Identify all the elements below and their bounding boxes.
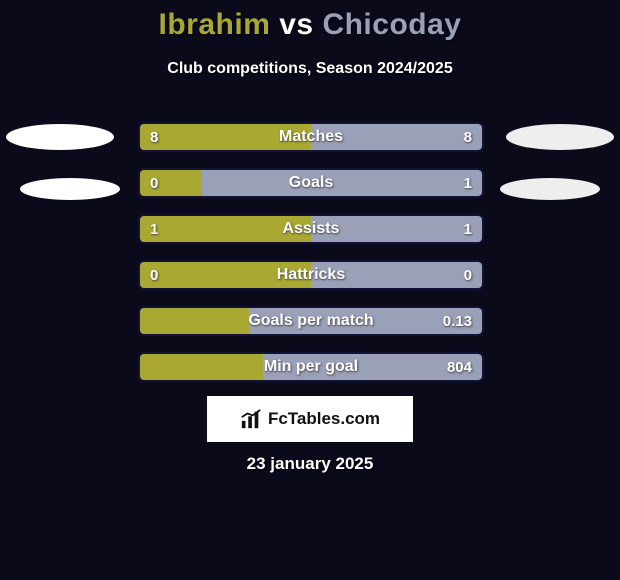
stat-label: Min per goal [140, 354, 482, 380]
comparison-card: Ibrahim vs Chicoday Club competitions, S… [0, 0, 620, 580]
stat-row: Hattricks0 0 [138, 260, 484, 290]
player2-name: Chicoday [322, 8, 461, 41]
player2-marker-1 [506, 124, 614, 150]
stat-label: Hattricks [140, 262, 482, 288]
stat-label: Goals per match [140, 308, 482, 334]
stat-row: Assists1 1 [138, 214, 484, 244]
player1-name: Ibrahim [159, 8, 271, 41]
stat-row: Goals0 1 [138, 168, 484, 198]
stat-label: Assists [140, 216, 482, 242]
stat-value-left: 0 [150, 170, 158, 196]
player1-marker-1 [6, 124, 114, 150]
stat-label: Matches [140, 124, 482, 150]
stat-row: Goals per match0.13 [138, 306, 484, 336]
brand-badge: FcTables.com [207, 396, 413, 442]
vs-label: vs [279, 8, 313, 41]
stat-value-left: 1 [150, 216, 158, 242]
chart-icon [240, 408, 262, 430]
stats-list: Matches88Goals01Assists11Hattricks00Goal… [138, 122, 484, 398]
player2-marker-2 [500, 178, 600, 200]
stat-row: Matches8 8 [138, 122, 484, 152]
stat-value-left: 8 [150, 124, 158, 150]
stat-label: Goals [140, 170, 482, 196]
stat-value-right: 0 [464, 262, 472, 288]
stat-value-right: 1 [464, 170, 472, 196]
stat-value-right: 0.13 [443, 308, 472, 334]
stat-value-right: 804 [447, 354, 472, 380]
player1-marker-2 [20, 178, 120, 200]
stat-value-left: 0 [150, 262, 158, 288]
stat-value-right: 1 [464, 216, 472, 242]
date-label: 23 january 2025 [0, 454, 620, 474]
brand-text: FcTables.com [268, 409, 380, 429]
subtitle: Club competitions, Season 2024/2025 [0, 60, 620, 78]
stat-value-right: 8 [464, 124, 472, 150]
stat-row: Min per goal804 [138, 352, 484, 382]
title: Ibrahim vs Chicoday [0, 0, 620, 42]
